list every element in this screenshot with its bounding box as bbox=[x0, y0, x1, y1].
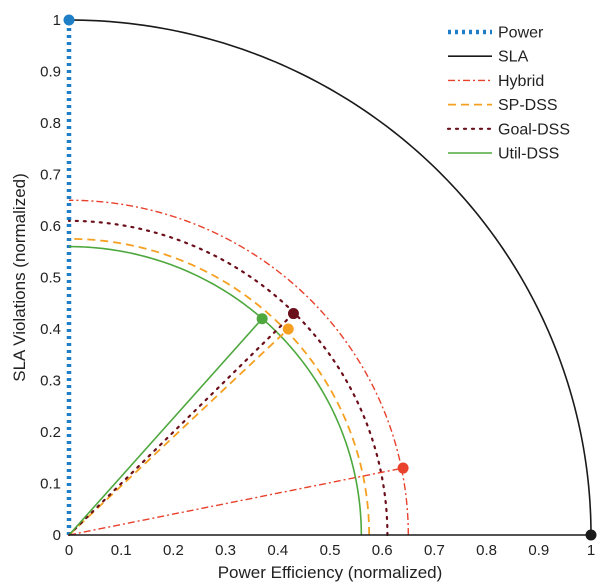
y-tick-label: 0.4 bbox=[40, 321, 61, 338]
x-tick-labels: 0 0.1 0.2 0.3 0.4 0.5 0.6 0.7 0.8 0.9 1 bbox=[65, 542, 595, 559]
y-tick-label: 0.8 bbox=[40, 115, 61, 132]
y-tick-label: 0.2 bbox=[40, 424, 61, 441]
x-tick-label: 1 bbox=[587, 542, 595, 559]
x-tick-label: 0.5 bbox=[320, 542, 341, 559]
x-tick-label: 0.8 bbox=[476, 542, 497, 559]
y-tick-label: 0.5 bbox=[40, 270, 61, 287]
y-tick-label: 1 bbox=[53, 12, 61, 29]
legend-label-util-dss: Util-DSS bbox=[498, 146, 559, 163]
legend-label-goal-dss: Goal-DSS bbox=[498, 121, 570, 138]
y-tick-label: 0.3 bbox=[40, 373, 61, 390]
sla-curve bbox=[68, 19, 592, 536]
x-tick-label: 0 bbox=[65, 542, 73, 559]
x-tick-label: 0.6 bbox=[372, 542, 393, 559]
goal-dss-ray bbox=[67, 312, 295, 537]
sp-dss-ray bbox=[68, 328, 289, 536]
util-dss-ray bbox=[68, 318, 263, 536]
goal-dss-point bbox=[287, 308, 299, 320]
hybrid-curve bbox=[68, 199, 409, 536]
y-tick-label: 0.6 bbox=[40, 218, 61, 235]
util-dss-curve bbox=[68, 245, 363, 536]
series-points bbox=[63, 14, 597, 541]
x-tick-label: 0.3 bbox=[215, 542, 236, 559]
util-dss-point bbox=[256, 313, 268, 325]
x-tick-label: 0.4 bbox=[267, 542, 288, 559]
power-point bbox=[63, 14, 75, 26]
y-tick-label: 0 bbox=[53, 527, 61, 544]
x-axis-title: Power Efficiency (normalized) bbox=[218, 563, 443, 582]
x-tick-label: 0.1 bbox=[111, 542, 132, 559]
hybrid-ray bbox=[68, 467, 404, 536]
sp-dss-point bbox=[282, 323, 294, 335]
x-tick-label: 0.9 bbox=[528, 542, 549, 559]
legend: Power SLA Hybrid SP-DSS Goal-DSS Util-DSS bbox=[446, 25, 570, 163]
legend-label-sla: SLA bbox=[498, 49, 529, 66]
y-tick-labels: 0 0.1 0.2 0.3 0.4 0.5 0.6 0.7 0.8 0.9 1 bbox=[40, 12, 61, 544]
y-axis-title: SLA Violations (normalized) bbox=[10, 173, 29, 382]
series-rays bbox=[67, 312, 404, 537]
legend-label-sp-dss: SP-DSS bbox=[498, 97, 558, 114]
y-tick-label: 0.9 bbox=[40, 64, 61, 81]
y-tick-label: 0.1 bbox=[40, 476, 61, 493]
legend-label-power: Power bbox=[498, 25, 544, 42]
x-tick-label: 0.7 bbox=[424, 542, 445, 559]
y-tick-label: 0.7 bbox=[40, 167, 61, 184]
x-tick-label: 0.2 bbox=[163, 542, 184, 559]
legend-label-hybrid: Hybrid bbox=[498, 73, 544, 90]
hybrid-point bbox=[397, 462, 409, 474]
